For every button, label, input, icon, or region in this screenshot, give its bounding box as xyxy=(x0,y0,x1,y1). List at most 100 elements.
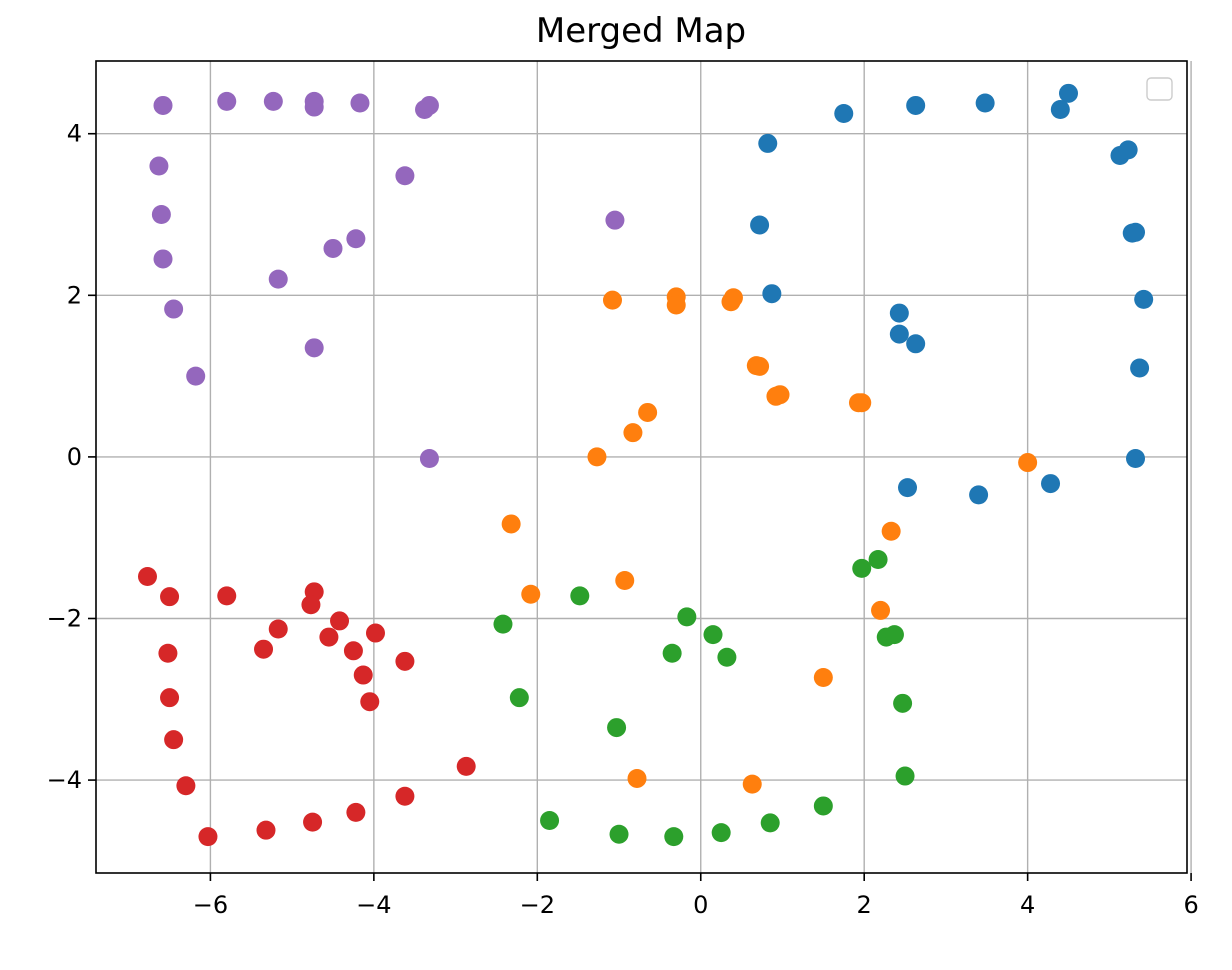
data-point xyxy=(813,667,833,687)
data-point xyxy=(501,514,521,534)
data-point xyxy=(666,295,686,315)
series-4 xyxy=(137,566,476,847)
series-2 xyxy=(501,287,1038,794)
x-tick-label: −4 xyxy=(356,891,391,919)
data-point xyxy=(602,290,622,310)
data-point xyxy=(609,824,629,844)
data-point xyxy=(723,288,743,308)
data-point xyxy=(742,774,762,794)
data-point xyxy=(268,269,288,289)
chart-title: Merged Map xyxy=(536,11,746,51)
data-point xyxy=(889,303,909,323)
data-point xyxy=(198,827,218,847)
data-point xyxy=(164,730,184,750)
data-points xyxy=(137,83,1154,847)
data-point xyxy=(509,688,529,708)
x-tick-label: 6 xyxy=(1183,891,1198,919)
data-point xyxy=(607,718,627,738)
data-point xyxy=(346,802,366,822)
data-point xyxy=(137,566,157,586)
series-5 xyxy=(149,91,625,469)
data-point xyxy=(893,693,913,713)
data-point xyxy=(217,586,237,606)
data-point xyxy=(303,812,323,832)
data-point xyxy=(750,215,770,235)
data-point xyxy=(662,643,682,663)
data-point xyxy=(160,688,180,708)
data-point xyxy=(343,641,363,661)
data-point xyxy=(365,623,385,643)
data-point xyxy=(884,625,904,645)
data-point xyxy=(627,768,647,788)
data-point xyxy=(664,827,684,847)
data-point xyxy=(395,786,415,806)
data-point xyxy=(164,299,184,319)
data-point xyxy=(263,91,283,111)
data-point xyxy=(711,823,731,843)
data-point xyxy=(350,93,370,113)
data-point xyxy=(1118,140,1138,160)
data-point xyxy=(1134,289,1154,309)
data-point xyxy=(1059,83,1079,103)
data-point xyxy=(1126,449,1146,469)
data-point xyxy=(217,91,237,111)
data-point xyxy=(346,229,366,249)
data-point xyxy=(898,478,918,498)
data-point xyxy=(268,619,288,639)
data-point xyxy=(493,614,513,634)
y-tick-label: 4 xyxy=(67,120,82,148)
data-point xyxy=(323,238,343,258)
data-point xyxy=(521,584,541,604)
data-point xyxy=(151,205,171,225)
data-point xyxy=(570,586,590,606)
data-point xyxy=(186,366,206,386)
data-point xyxy=(615,571,635,591)
data-point xyxy=(758,133,778,153)
data-point xyxy=(153,249,173,269)
data-point xyxy=(330,611,350,631)
data-point xyxy=(868,550,888,570)
data-point xyxy=(176,776,196,796)
data-point xyxy=(360,692,380,712)
data-point xyxy=(834,104,854,124)
series-1 xyxy=(750,83,1154,505)
data-point xyxy=(1050,99,1070,119)
data-point xyxy=(160,587,180,607)
y-tick-label: 2 xyxy=(67,281,82,309)
x-tick-label: −6 xyxy=(193,891,228,919)
data-point xyxy=(895,766,915,786)
data-point xyxy=(760,813,780,833)
data-point xyxy=(906,334,926,354)
x-axis-tick-labels: −6 −4 −2 0 2 4 6 xyxy=(193,891,1199,919)
y-tick-label: −4 xyxy=(47,766,82,794)
data-point xyxy=(969,485,989,505)
data-point xyxy=(1041,474,1061,494)
data-point xyxy=(717,647,737,667)
legend-box xyxy=(1146,77,1173,101)
data-point xyxy=(395,166,415,186)
data-point xyxy=(419,449,439,469)
data-point xyxy=(153,95,173,115)
data-point xyxy=(304,97,324,117)
data-point xyxy=(852,558,872,578)
x-tick-label: −2 xyxy=(520,891,555,919)
data-point xyxy=(677,607,697,627)
data-point xyxy=(1130,358,1150,378)
data-point xyxy=(1126,222,1146,242)
data-point xyxy=(256,820,276,840)
data-point xyxy=(395,651,415,671)
data-point xyxy=(254,639,274,659)
data-point xyxy=(419,95,439,115)
data-point xyxy=(623,423,643,443)
data-point xyxy=(587,447,607,467)
series-3 xyxy=(493,550,915,847)
data-point xyxy=(871,600,891,620)
data-point xyxy=(975,93,995,113)
data-point xyxy=(770,385,790,405)
data-point xyxy=(1018,453,1038,473)
data-point xyxy=(353,665,373,685)
data-point xyxy=(158,643,178,663)
data-point xyxy=(848,393,868,413)
data-point xyxy=(906,95,926,115)
